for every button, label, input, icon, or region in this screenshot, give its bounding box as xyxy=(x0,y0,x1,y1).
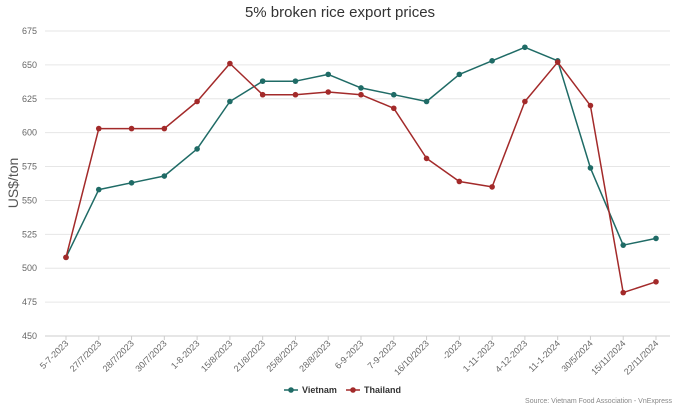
data-point-vietnam[interactable] xyxy=(456,71,463,78)
x-tick-label: 16/10/2023 xyxy=(392,338,431,377)
legend-label: Thailand xyxy=(364,385,401,395)
legend-item-vietnam[interactable]: Vietnam xyxy=(284,385,337,395)
data-point-thailand[interactable] xyxy=(63,254,69,261)
x-tick-label: 11-1-2024 xyxy=(526,338,562,374)
data-point-thailand[interactable] xyxy=(653,278,659,285)
data-point-thailand[interactable] xyxy=(620,289,627,296)
data-point-vietnam[interactable] xyxy=(128,180,135,186)
data-point-thailand[interactable] xyxy=(227,60,233,67)
legend-item-thailand[interactable]: Thailand xyxy=(346,385,401,395)
x-tick-label: 27/7/2023 xyxy=(68,338,103,373)
x-tick-label: 28/8/2023 xyxy=(297,338,332,373)
data-point-vietnam[interactable] xyxy=(227,98,233,105)
x-tick-label: 5-7-2023 xyxy=(38,338,71,371)
x-tick-label: 7-9-2023 xyxy=(366,338,399,371)
y-tick-label: 500 xyxy=(22,263,37,273)
x-tick-label: 1-8-2023 xyxy=(169,338,202,371)
x-tick-label: 25/8/2023 xyxy=(264,338,299,373)
y-tick-labels: 450 475 500 525 550 575 600 625 650 675 xyxy=(22,26,37,341)
y-tick-label: 650 xyxy=(22,60,37,70)
y-axis-title: US$/ton xyxy=(5,158,21,209)
data-point-vietnam[interactable] xyxy=(587,165,594,171)
data-point-thailand[interactable] xyxy=(128,125,135,132)
x-tick-label: -2023 xyxy=(440,338,463,361)
data-point-vietnam[interactable] xyxy=(653,235,659,242)
gridlines xyxy=(45,30,670,337)
data-point-vietnam[interactable] xyxy=(95,186,102,193)
data-point-thailand[interactable] xyxy=(259,91,266,98)
data-point-thailand[interactable] xyxy=(194,98,200,105)
y-tick-label: 550 xyxy=(22,195,37,205)
data-point-thailand[interactable] xyxy=(390,105,397,112)
legend-swatch-marker xyxy=(288,387,294,393)
y-tick-label: 600 xyxy=(22,128,37,138)
x-tick-label: 21/8/2023 xyxy=(232,338,267,373)
data-point-thailand[interactable] xyxy=(358,91,364,98)
chart-title: 5% broken rice export prices xyxy=(245,4,435,21)
x-tick-label: 22/11/2024 xyxy=(622,338,660,376)
data-point-thailand[interactable] xyxy=(587,102,594,109)
data-point-thailand[interactable] xyxy=(292,91,299,98)
y-tick-label: 625 xyxy=(22,94,37,104)
data-point-thailand[interactable] xyxy=(522,98,528,105)
data-point-thailand[interactable] xyxy=(423,155,430,162)
data-point-thailand[interactable] xyxy=(161,125,168,132)
x-tick-label: 30/7/2023 xyxy=(133,338,168,373)
y-tick-label: 575 xyxy=(22,162,37,172)
data-point-vietnam[interactable] xyxy=(390,91,397,98)
data-point-vietnam[interactable] xyxy=(194,146,200,152)
data-point-thailand[interactable] xyxy=(95,125,102,132)
source-note: Source: Vietnam Food Association - VnExp… xyxy=(525,398,672,405)
data-point-vietnam[interactable] xyxy=(325,71,332,78)
y-tick-label: 450 xyxy=(22,331,37,341)
data-point-vietnam[interactable] xyxy=(358,85,364,91)
y-tick-label: 525 xyxy=(22,229,37,239)
data-point-vietnam[interactable] xyxy=(292,78,299,84)
data-point-thailand[interactable] xyxy=(554,59,561,65)
x-tick-label: 15/8/2023 xyxy=(199,338,234,373)
data-point-thailand[interactable] xyxy=(456,178,463,185)
data-point-vietnam[interactable] xyxy=(423,98,430,105)
data-point-vietnam[interactable] xyxy=(161,173,168,179)
data-point-vietnam[interactable] xyxy=(522,44,528,51)
series-lines xyxy=(63,44,659,296)
data-point-vietnam[interactable] xyxy=(489,58,495,64)
y-tick-label: 675 xyxy=(22,26,37,36)
data-point-thailand[interactable] xyxy=(489,184,495,190)
x-tick-label: 28/7/2023 xyxy=(101,338,136,373)
legend-label: Vietnam xyxy=(302,385,337,395)
series-line-vietnam xyxy=(65,46,657,258)
data-point-vietnam[interactable] xyxy=(620,242,627,248)
x-tick-label: 6-9-2023 xyxy=(333,338,366,371)
x-tick-label: 4-12-2023 xyxy=(493,338,529,374)
x-tick-label: 1-11-2023 xyxy=(461,338,497,374)
y-tick-label: 475 xyxy=(22,297,37,307)
data-point-vietnam[interactable] xyxy=(259,78,266,84)
legend-swatch-marker xyxy=(350,387,356,393)
legend: Vietnam Thailand xyxy=(284,385,401,395)
data-point-thailand[interactable] xyxy=(325,89,332,95)
series-thailand xyxy=(63,59,659,296)
